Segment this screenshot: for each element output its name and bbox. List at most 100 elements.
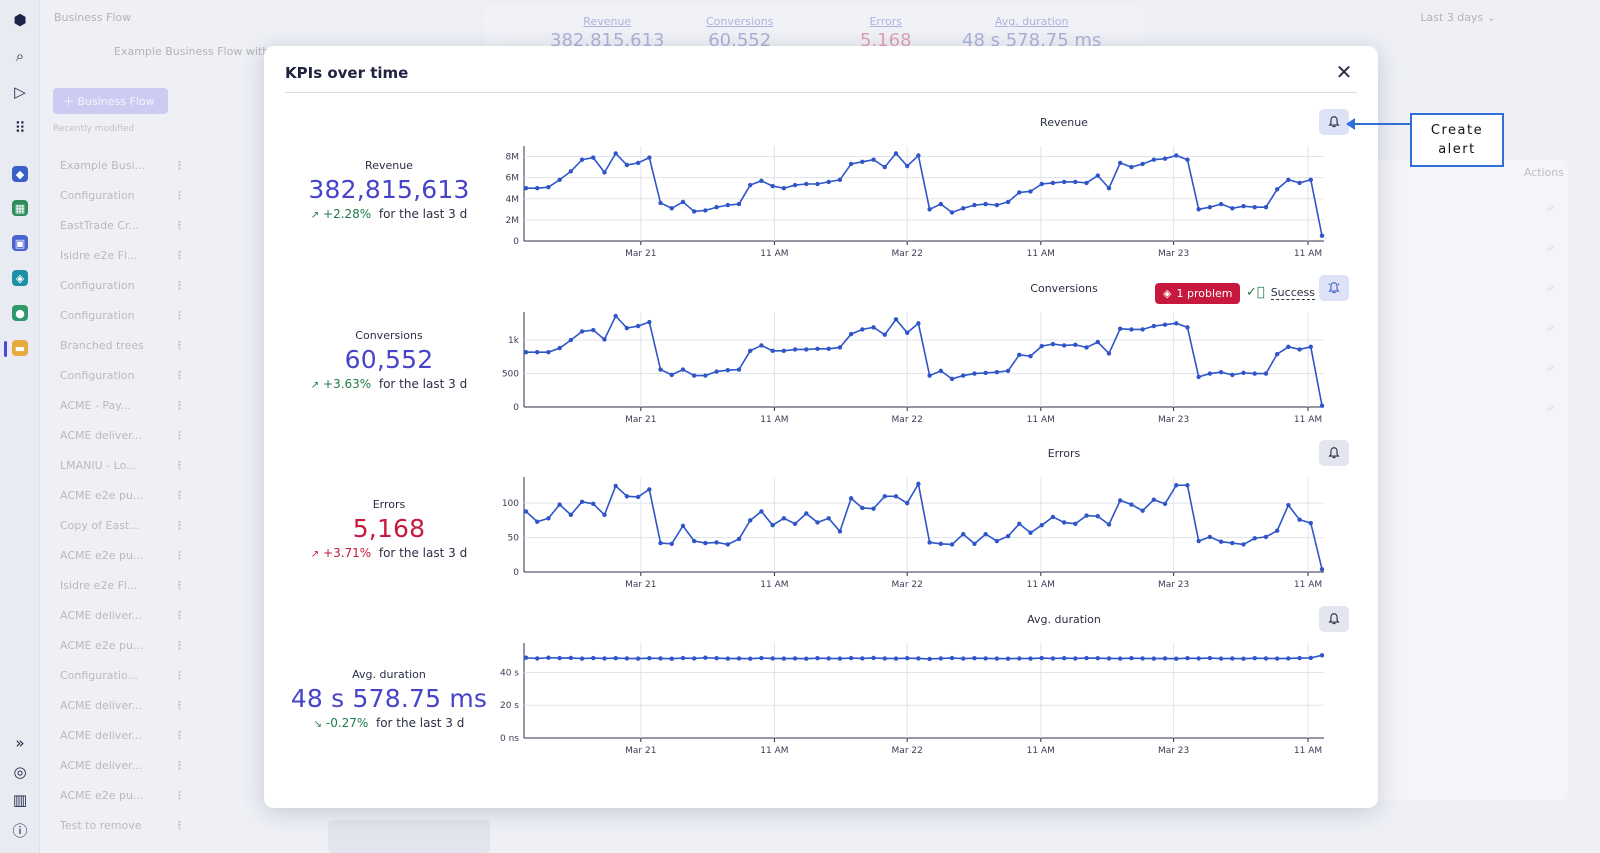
- recent-label: Recently modified: [53, 124, 135, 134]
- flow-list-item[interactable]: Example Busi... ⋮: [60, 150, 185, 180]
- data-point: [1174, 321, 1179, 326]
- search-icon[interactable]: ⌕: [1547, 200, 1554, 214]
- more-options-icon[interactable]: ⋮: [174, 248, 185, 262]
- flow-list-item[interactable]: ACME e2e pu... ⋮: [60, 780, 185, 810]
- flow-list-item[interactable]: Isidre e2e Fl... ⋮: [60, 570, 185, 600]
- data-point: [613, 313, 618, 319]
- more-options-icon[interactable]: ⋮: [174, 278, 185, 292]
- data-point: [602, 512, 607, 518]
- chart-icon[interactable]: ▥: [12, 791, 28, 809]
- kpi-value: 5,168: [352, 514, 426, 543]
- app-icon-1[interactable]: ◆: [12, 166, 28, 182]
- more-options-icon[interactable]: ⋮: [174, 668, 185, 682]
- data-point: [860, 327, 865, 332]
- more-options-icon[interactable]: ⋮: [174, 398, 185, 412]
- more-options-icon[interactable]: ⋮: [174, 788, 185, 802]
- more-options-icon[interactable]: ⋮: [174, 218, 185, 232]
- flow-list-item[interactable]: ACME e2e pu... ⋮: [60, 630, 185, 660]
- flow-list-item[interactable]: Configuration ⋮: [60, 360, 185, 390]
- bell-icon: [1328, 613, 1340, 625]
- create-alert-button-errors[interactable]: [1319, 440, 1349, 466]
- bg-kpi-duration[interactable]: Avg. duration 48 s 578.75 ms: [962, 15, 1101, 51]
- help-icon[interactable]: ◎: [13, 763, 27, 781]
- more-options-icon[interactable]: ⋮: [174, 698, 185, 712]
- flow-list-item[interactable]: ACME deliver... ⋮: [60, 690, 185, 720]
- flow-list-item[interactable]: Configuration ⋮: [60, 300, 185, 330]
- problem-badge[interactable]: ◈ 1 problem: [1155, 283, 1241, 304]
- more-options-icon[interactable]: ⋮: [174, 338, 185, 352]
- app-icon-2[interactable]: ▦: [12, 200, 28, 216]
- create-alert-button-avg-duration[interactable]: [1319, 606, 1349, 632]
- search-icon[interactable]: ⌕: [1547, 240, 1554, 254]
- flow-list-item[interactable]: Configuration ⋮: [60, 180, 185, 210]
- flow-list-item[interactable]: ACME deliver... ⋮: [60, 420, 185, 450]
- flow-list-item[interactable]: EastTrade Cr... ⋮: [60, 210, 185, 240]
- flow-list-item[interactable]: ACME deliver... ⋮: [60, 720, 185, 750]
- flow-list-item[interactable]: Isidre e2e Fl... ⋮: [60, 240, 185, 270]
- flow-list-item[interactable]: Copy of East... ⋮: [60, 510, 185, 540]
- data-point: [1028, 353, 1033, 359]
- new-business-flow-button[interactable]: ＋ Business Flow: [53, 88, 168, 114]
- more-options-icon[interactable]: ⋮: [174, 578, 185, 592]
- timeframe-selector[interactable]: Last 3 days ⌄: [1420, 11, 1496, 24]
- more-options-icon[interactable]: ⋮: [174, 518, 185, 532]
- bg-kpi-revenue[interactable]: Revenue 382.815.613: [550, 15, 665, 51]
- bg-kpi-conversions[interactable]: Conversions 60.552: [706, 15, 773, 51]
- app-icon-3[interactable]: ▣: [12, 235, 28, 251]
- search-icon[interactable]: ⌕: [1547, 280, 1554, 294]
- flow-list-item[interactable]: Branched trees ⋮: [60, 330, 185, 360]
- close-icon[interactable]: ✕: [1335, 60, 1353, 84]
- flow-list-item[interactable]: ACME e2e pu... ⋮: [60, 540, 185, 570]
- more-options-icon[interactable]: ⋮: [174, 818, 185, 832]
- data-point: [557, 345, 562, 351]
- more-options-icon[interactable]: ⋮: [174, 308, 185, 322]
- play-circle-icon[interactable]: ▷: [14, 83, 26, 101]
- success-status[interactable]: ✓⃝ Success: [1246, 285, 1315, 300]
- more-options-icon[interactable]: ⋮: [174, 428, 185, 442]
- search-icon[interactable]: ⌕: [1547, 360, 1554, 374]
- create-alert-button-conversions[interactable]: [1319, 275, 1349, 301]
- app-icon-4[interactable]: ◈: [12, 270, 28, 286]
- info-icon[interactable]: ⓘ: [12, 821, 28, 840]
- data-point: [1073, 521, 1078, 527]
- data-point: [1028, 656, 1033, 661]
- more-options-icon[interactable]: ⋮: [174, 758, 185, 772]
- business-flow-app-icon[interactable]: ▬: [12, 340, 28, 356]
- data-point: [725, 656, 731, 661]
- data-point: [535, 349, 540, 355]
- more-options-icon[interactable]: ⋮: [174, 368, 185, 382]
- more-options-icon[interactable]: ⋮: [174, 638, 185, 652]
- data-point: [748, 518, 753, 523]
- bg-kpi-errors[interactable]: Errors 5.168: [860, 15, 912, 51]
- data-point: [703, 373, 708, 378]
- data-point: [826, 346, 831, 351]
- apps-grid-icon[interactable]: ⠿: [14, 119, 26, 137]
- more-options-icon[interactable]: ⋮: [174, 158, 185, 172]
- data-point: [647, 319, 652, 325]
- x-tick-label: 11 AM: [1027, 415, 1055, 425]
- y-tick-label: 0 ns: [500, 734, 519, 744]
- create-alert-button-revenue[interactable]: [1319, 109, 1349, 135]
- flow-list-item[interactable]: ACME deliver... ⋮: [60, 600, 185, 630]
- flow-list-item-label: ACME deliver...: [60, 758, 143, 772]
- flow-list-item[interactable]: Test to remove ⋮: [60, 810, 185, 840]
- search-icon[interactable]: ⌕: [15, 47, 25, 65]
- more-options-icon[interactable]: ⋮: [174, 488, 185, 502]
- more-options-icon[interactable]: ⋮: [174, 728, 185, 742]
- flow-list-item[interactable]: LMANIU - Lo... ⋮: [60, 450, 185, 480]
- more-options-icon[interactable]: ⋮: [174, 458, 185, 472]
- more-options-icon[interactable]: ⋮: [174, 188, 185, 202]
- app-icon-5[interactable]: ●: [12, 305, 28, 321]
- search-icon[interactable]: ⌕: [1547, 400, 1554, 414]
- expand-rail-icon[interactable]: »: [15, 734, 25, 752]
- flow-list-item[interactable]: Configuratio... ⋮: [60, 660, 185, 690]
- breadcrumb[interactable]: Business Flow: [54, 11, 132, 24]
- flow-list-item[interactable]: Configuration ⋮: [60, 270, 185, 300]
- flow-list-item[interactable]: ACME - Pay... ⋮: [60, 390, 185, 420]
- flow-list-item[interactable]: ACME deliver... ⋮: [60, 750, 185, 780]
- more-options-icon[interactable]: ⋮: [174, 548, 185, 562]
- search-icon[interactable]: ⌕: [1547, 320, 1554, 334]
- flow-list-item[interactable]: ACME e2e pu... ⋮: [60, 480, 185, 510]
- more-options-icon[interactable]: ⋮: [174, 608, 185, 622]
- dynatrace-logo-icon[interactable]: ⬢: [13, 11, 27, 29]
